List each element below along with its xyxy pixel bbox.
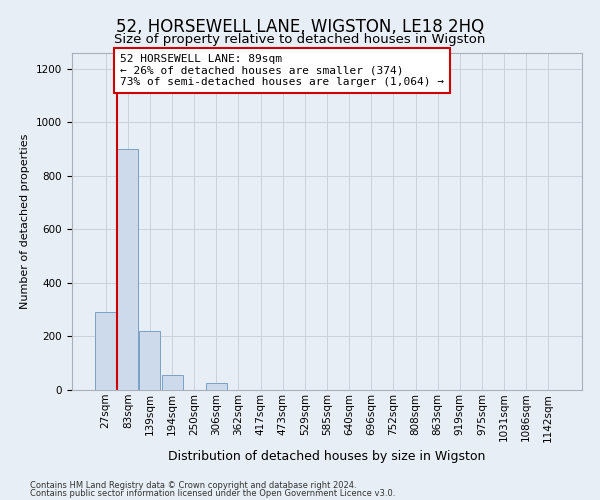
Text: 52 HORSEWELL LANE: 89sqm
← 26% of detached houses are smaller (374)
73% of semi-: 52 HORSEWELL LANE: 89sqm ← 26% of detach… bbox=[120, 54, 444, 87]
Text: Contains HM Land Registry data © Crown copyright and database right 2024.: Contains HM Land Registry data © Crown c… bbox=[30, 480, 356, 490]
X-axis label: Distribution of detached houses by size in Wigston: Distribution of detached houses by size … bbox=[169, 450, 485, 463]
Bar bbox=[95, 312, 116, 390]
Text: 52, HORSEWELL LANE, WIGSTON, LE18 2HQ: 52, HORSEWELL LANE, WIGSTON, LE18 2HQ bbox=[116, 18, 484, 36]
Bar bbox=[206, 384, 227, 390]
Bar bbox=[139, 331, 160, 390]
Bar bbox=[118, 149, 139, 390]
Text: Contains public sector information licensed under the Open Government Licence v3: Contains public sector information licen… bbox=[30, 489, 395, 498]
Text: Size of property relative to detached houses in Wigston: Size of property relative to detached ho… bbox=[115, 32, 485, 46]
Y-axis label: Number of detached properties: Number of detached properties bbox=[20, 134, 31, 309]
Bar bbox=[161, 376, 182, 390]
